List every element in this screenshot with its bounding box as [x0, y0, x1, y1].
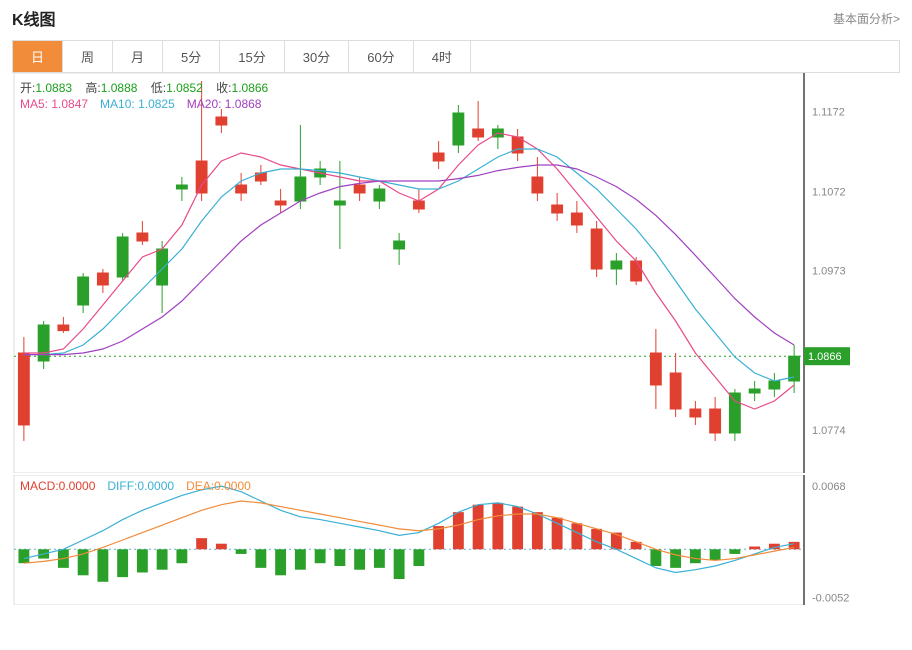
main-chart-area: 开:1.0883 高:1.0888 低:1.0852 收:1.0866 MA5:… [12, 73, 900, 473]
tab-60分[interactable]: 60分 [349, 41, 413, 72]
svg-text:1.0973: 1.0973 [812, 266, 846, 278]
svg-text:1.0866: 1.0866 [808, 351, 842, 363]
svg-text:1.0774: 1.0774 [812, 425, 846, 437]
tab-周[interactable]: 周 [63, 41, 113, 72]
ma20-label: MA20: 1.0868 [187, 97, 262, 111]
macd-readout: MACD:0.0000 DIFF:0.0000 DEA:0.0000 [20, 479, 263, 493]
svg-text:0.0068: 0.0068 [812, 481, 846, 493]
ma-readout: MA5: 1.0847 MA10: 1.0825 MA20: 1.0868 [20, 97, 273, 111]
analysis-link[interactable]: 基本面分析> [833, 10, 900, 27]
page-title: K线图 [12, 6, 56, 30]
macd-chart[interactable]: -0.0052 0.0068 [12, 475, 900, 605]
ma5-label: MA5: 1.0847 [20, 97, 88, 111]
ma10-label: MA10: 1.0825 [100, 97, 175, 111]
tab-5分[interactable]: 5分 [163, 41, 220, 72]
tab-月[interactable]: 月 [113, 41, 163, 72]
tab-30分[interactable]: 30分 [285, 41, 349, 72]
tab-15分[interactable]: 15分 [220, 41, 284, 72]
svg-text:-0.0052: -0.0052 [812, 593, 849, 605]
timeframe-tabs: 日周月5分15分30分60分4时 [12, 40, 900, 73]
candlestick-chart[interactable]: 1.0774 1.0973 1.1072 1.1172 1.0866 [12, 73, 900, 473]
svg-text:1.1072: 1.1072 [812, 186, 846, 198]
macd-label: MACD:0.0000 [20, 479, 95, 493]
svg-text:1.1172: 1.1172 [812, 106, 845, 118]
diff-label: DIFF:0.0000 [107, 479, 174, 493]
ohlc-readout: 开:1.0883 高:1.0888 低:1.0852 收:1.0866 [20, 79, 278, 96]
dea-label: DEA:0.0000 [186, 479, 251, 493]
macd-chart-area: MACD:0.0000 DIFF:0.0000 DEA:0.0000 -0.0052… [12, 475, 900, 605]
tab-4时[interactable]: 4时 [414, 41, 471, 72]
tab-日[interactable]: 日 [13, 41, 63, 72]
